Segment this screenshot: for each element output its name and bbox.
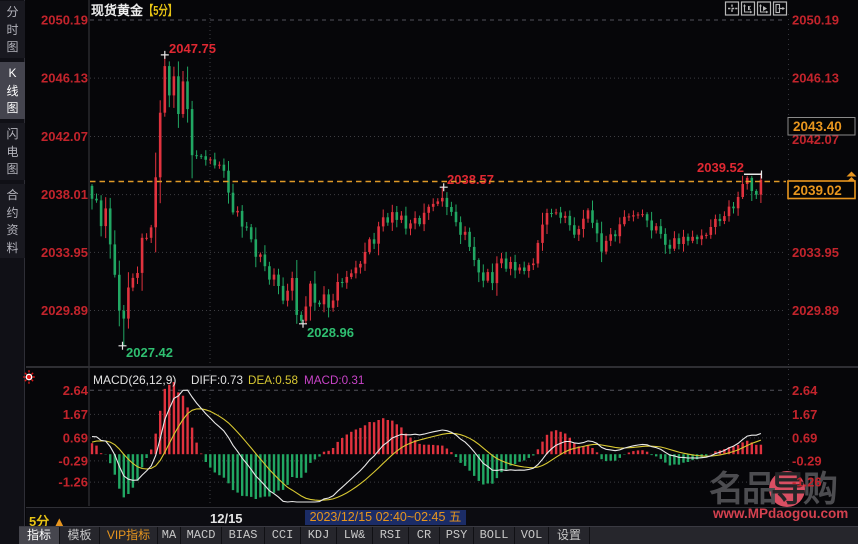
svg-text:2.64: 2.64 xyxy=(792,383,818,398)
svg-text:2033.95: 2033.95 xyxy=(792,245,839,260)
svg-text:2029.89: 2029.89 xyxy=(792,303,839,318)
svg-text:1.67: 1.67 xyxy=(63,407,88,422)
svg-text:2046.13: 2046.13 xyxy=(41,71,88,86)
svg-text:www.MPdaogou.com: www.MPdaogou.com xyxy=(712,506,848,521)
svg-text:【5分】: 【5分】 xyxy=(144,3,177,18)
svg-text:现货黄金: 现货黄金 xyxy=(91,3,144,18)
svg-text:2042.07: 2042.07 xyxy=(41,129,88,144)
svg-text:-0.29: -0.29 xyxy=(792,453,822,468)
svg-text:2029.89: 2029.89 xyxy=(41,303,88,318)
svg-text:2038.57: 2038.57 xyxy=(447,172,494,187)
svg-text:2.64: 2.64 xyxy=(63,383,89,398)
svg-text:2043.40: 2043.40 xyxy=(793,119,842,134)
svg-text:2033.95: 2033.95 xyxy=(41,245,88,260)
svg-text:名品: 名品 xyxy=(709,470,775,509)
svg-text:0.69: 0.69 xyxy=(63,430,88,445)
svg-text:2028.96: 2028.96 xyxy=(307,325,354,340)
svg-text:2038.01: 2038.01 xyxy=(41,187,88,202)
svg-text:MACD(26,12,9): MACD(26,12,9) xyxy=(93,373,176,387)
svg-text:2050.19: 2050.19 xyxy=(41,13,88,28)
svg-text:MACD:0.31: MACD:0.31 xyxy=(304,374,364,387)
svg-text:2050.19: 2050.19 xyxy=(792,13,839,28)
svg-text:2042.07: 2042.07 xyxy=(792,132,839,147)
svg-text:导: 导 xyxy=(771,470,806,509)
svg-text:2047.75: 2047.75 xyxy=(169,41,216,56)
svg-text:2039.02: 2039.02 xyxy=(793,183,842,198)
svg-text:2027.42: 2027.42 xyxy=(126,345,173,360)
svg-text:0.69: 0.69 xyxy=(792,430,817,445)
svg-text:购: 购 xyxy=(803,470,838,509)
svg-text:-0.29: -0.29 xyxy=(58,453,88,468)
svg-text:2039.52: 2039.52 xyxy=(697,160,744,175)
svg-text:DEA:0.58: DEA:0.58 xyxy=(248,374,298,387)
svg-text:-1.26: -1.26 xyxy=(792,475,822,490)
svg-text:1.67: 1.67 xyxy=(792,407,817,422)
svg-text:2046.13: 2046.13 xyxy=(792,71,839,86)
svg-text:DIFF:0.73: DIFF:0.73 xyxy=(191,374,243,387)
svg-text:-1.26: -1.26 xyxy=(58,475,88,490)
